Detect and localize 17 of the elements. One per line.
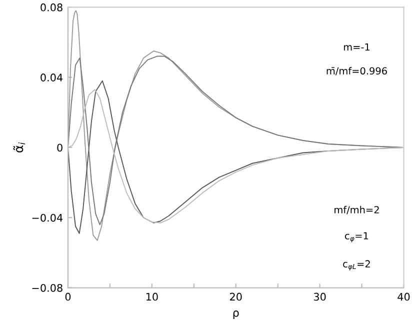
x-tick-label: 40 bbox=[398, 292, 410, 301]
y-tick-label: 0.04 bbox=[40, 74, 63, 82]
y-tick-label: 0 bbox=[57, 144, 62, 152]
y-tick-label: 0.08 bbox=[40, 3, 62, 12]
annotation: c$_{φ}$=1 bbox=[344, 232, 368, 242]
x-tick-label: 0 bbox=[65, 292, 71, 301]
y-tick-label: −0.08 bbox=[32, 284, 62, 292]
annotation: m=-1 bbox=[344, 43, 370, 51]
x-tick-label: 30 bbox=[314, 292, 326, 301]
annotation: m̄/mf=0.996 bbox=[326, 67, 387, 76]
y-tick-label: −0.04 bbox=[32, 214, 63, 222]
x-tick-label: 10 bbox=[146, 292, 158, 301]
y-axis-title: α̃$_{i}$ bbox=[13, 142, 26, 152]
x-tick-label: 20 bbox=[230, 292, 242, 301]
annotation: c$_{φL}$=2 bbox=[343, 260, 370, 270]
x-axis-title: ρ bbox=[233, 310, 239, 320]
annotation: mf/mh=2 bbox=[334, 206, 379, 214]
